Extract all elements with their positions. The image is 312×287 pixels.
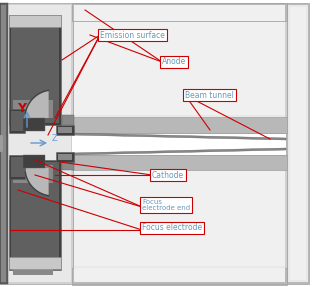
Bar (23, 155, 45, 168)
Text: Beam tunnel: Beam tunnel (185, 90, 234, 100)
Bar (11, 111, 25, 131)
Bar (23, 118, 45, 131)
Bar (72, 268, 287, 284)
Bar (72, 155, 287, 285)
Bar (290, 7, 306, 280)
Bar (9, 160, 61, 270)
Bar (0, 3, 8, 284)
Polygon shape (25, 168, 49, 196)
Bar (13, 165, 53, 183)
Bar (58, 127, 72, 133)
Bar (9, 15, 61, 27)
Bar (74, 268, 285, 282)
Polygon shape (25, 90, 49, 118)
Bar (72, 3, 287, 133)
Bar (13, 267, 53, 275)
Bar (288, 5, 308, 282)
Text: Cathode: Cathode (152, 170, 184, 179)
Text: Z: Z (52, 134, 58, 143)
Bar (74, 21, 285, 115)
Bar (9, 15, 61, 125)
Bar (72, 117, 287, 133)
Bar (62, 115, 74, 125)
Bar (13, 100, 53, 118)
Text: Focus electrode: Focus electrode (142, 224, 202, 232)
Text: Focus
electrode end: Focus electrode end (142, 199, 190, 212)
Bar (74, 5, 285, 21)
Bar (56, 125, 74, 135)
Bar (9, 257, 61, 269)
Bar (13, 19, 53, 27)
Bar (74, 157, 285, 283)
Bar (286, 3, 309, 284)
Bar (9, 155, 25, 179)
Bar (58, 154, 72, 160)
Bar (56, 152, 74, 162)
Polygon shape (72, 135, 286, 153)
Bar (11, 17, 59, 123)
Bar (2, 5, 71, 282)
Bar (11, 162, 59, 268)
Bar (1, 5, 6, 282)
Bar (62, 160, 74, 170)
Text: Anode: Anode (162, 57, 186, 67)
Bar (74, 5, 285, 131)
Bar (72, 3, 287, 21)
Bar (72, 155, 287, 170)
Bar (0, 135, 3, 152)
Text: Emission surface: Emission surface (100, 30, 165, 40)
Bar (74, 170, 285, 266)
Bar (9, 109, 25, 133)
Polygon shape (72, 133, 286, 140)
Bar (11, 157, 25, 177)
Bar (0, 3, 73, 284)
Text: Y: Y (17, 102, 26, 115)
Polygon shape (72, 148, 286, 155)
